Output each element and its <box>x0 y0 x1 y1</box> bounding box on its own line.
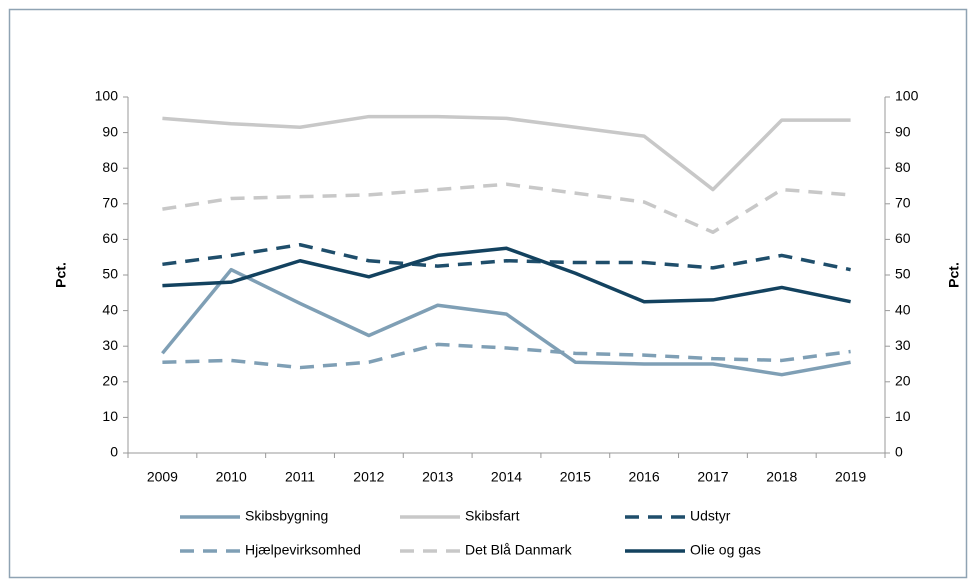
x-tick-label: 2014 <box>491 469 522 485</box>
series-line <box>162 114 851 192</box>
legend-label: Det Blå Danmark <box>465 542 573 558</box>
y-tick-label: 30 <box>102 337 118 353</box>
y-tick-label: 20 <box>102 373 118 389</box>
x-tick-label: 2012 <box>353 469 384 485</box>
x-tick-label: 2018 <box>766 469 797 485</box>
y-tick-label: 50 <box>102 266 118 282</box>
legend-label: Hjælpevirksomhed <box>245 542 361 558</box>
y2-tick-label: 60 <box>895 230 911 246</box>
series-line <box>162 342 851 370</box>
series-line <box>162 182 851 235</box>
y-tick-label: 0 <box>110 444 118 460</box>
x-tick-label: 2010 <box>216 469 247 485</box>
y-tick-label: 70 <box>102 195 118 211</box>
y2-tick-label: 70 <box>895 195 911 211</box>
y2-tick-label: 30 <box>895 337 911 353</box>
chart-frame <box>8 8 968 579</box>
legend-label: Skibsbygning <box>245 508 328 524</box>
y-tick-label: 60 <box>102 230 118 246</box>
legend-label: Skibsfart <box>465 508 520 524</box>
x-tick-label: 2009 <box>147 469 178 485</box>
x-tick-label: 2016 <box>629 469 660 485</box>
x-tick-label: 2015 <box>560 469 591 485</box>
x-tick-label: 2013 <box>422 469 453 485</box>
series-line <box>162 242 851 272</box>
y-tick-label: 100 <box>95 88 119 104</box>
y2-tick-label: 20 <box>895 373 911 389</box>
y2-tick-label: 90 <box>895 123 911 139</box>
x-tick-label: 2011 <box>285 469 315 485</box>
legend-label: Olie og gas <box>690 542 761 558</box>
y-tick-label: 40 <box>102 301 118 317</box>
y2-tick-label: 100 <box>895 88 919 104</box>
y2-tick-label: 40 <box>895 301 911 317</box>
y-tick-label: 10 <box>102 408 118 424</box>
y-tick-label: 90 <box>102 123 118 139</box>
x-tick-label: 2017 <box>697 469 728 485</box>
x-tick-label: 2019 <box>835 469 866 485</box>
y2-tick-label: 10 <box>895 408 911 424</box>
y2-tick-label: 0 <box>895 444 903 460</box>
legend-label: Udstyr <box>690 508 731 524</box>
series-line <box>161 267 851 377</box>
y-axis-label: Pct. <box>53 262 69 288</box>
y2-axis-label: Pct. <box>946 262 962 288</box>
y-tick-label: 80 <box>102 159 118 175</box>
series-line <box>162 246 851 304</box>
y2-tick-label: 50 <box>895 266 911 282</box>
y2-tick-label: 80 <box>895 159 911 175</box>
